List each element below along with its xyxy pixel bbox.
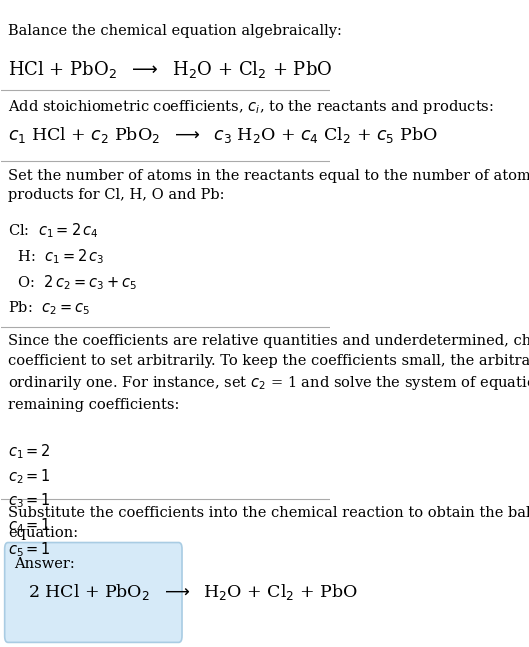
Text: H:  $c_1 = 2\,c_3$: H: $c_1 = 2\,c_3$ xyxy=(8,248,105,266)
Text: 2 HCl + PbO$_2$  $\longrightarrow$  H$_2$O + Cl$_2$ + PbO: 2 HCl + PbO$_2$ $\longrightarrow$ H$_2$O… xyxy=(28,582,358,602)
Text: O:  $2\,c_2 = c_3 + c_5$: O: $2\,c_2 = c_3 + c_5$ xyxy=(8,273,136,292)
Text: Substitute the coefficients into the chemical reaction to obtain the balanced
eq: Substitute the coefficients into the che… xyxy=(8,507,529,540)
Text: HCl + PbO$_2$  $\longrightarrow$  H$_2$O + Cl$_2$ + PbO: HCl + PbO$_2$ $\longrightarrow$ H$_2$O +… xyxy=(8,60,332,80)
Text: Since the coefficients are relative quantities and underdetermined, choose a
coe: Since the coefficients are relative quan… xyxy=(8,334,529,412)
Text: Answer:: Answer: xyxy=(14,556,75,571)
Text: Pb:  $c_2 = c_5$: Pb: $c_2 = c_5$ xyxy=(8,299,90,317)
Text: Set the number of atoms in the reactants equal to the number of atoms in the
pro: Set the number of atoms in the reactants… xyxy=(8,169,529,203)
Text: Add stoichiometric coefficients, $c_i$, to the reactants and products:: Add stoichiometric coefficients, $c_i$, … xyxy=(8,98,494,116)
Text: $c_5 = 1$: $c_5 = 1$ xyxy=(8,541,51,559)
Text: $c_4 = 1$: $c_4 = 1$ xyxy=(8,516,51,535)
FancyBboxPatch shape xyxy=(5,543,182,642)
Text: $c_1 = 2$: $c_1 = 2$ xyxy=(8,443,51,461)
Text: $c_3 = 1$: $c_3 = 1$ xyxy=(8,492,51,510)
Text: $c_1$ HCl + $c_2$ PbO$_2$  $\longrightarrow$  $c_3$ H$_2$O + $c_4$ Cl$_2$ + $c_5: $c_1$ HCl + $c_2$ PbO$_2$ $\longrightarr… xyxy=(8,125,438,145)
Text: Cl:  $c_1 = 2\,c_4$: Cl: $c_1 = 2\,c_4$ xyxy=(8,222,98,241)
Text: $c_2 = 1$: $c_2 = 1$ xyxy=(8,467,51,486)
Text: Balance the chemical equation algebraically:: Balance the chemical equation algebraica… xyxy=(8,24,342,38)
